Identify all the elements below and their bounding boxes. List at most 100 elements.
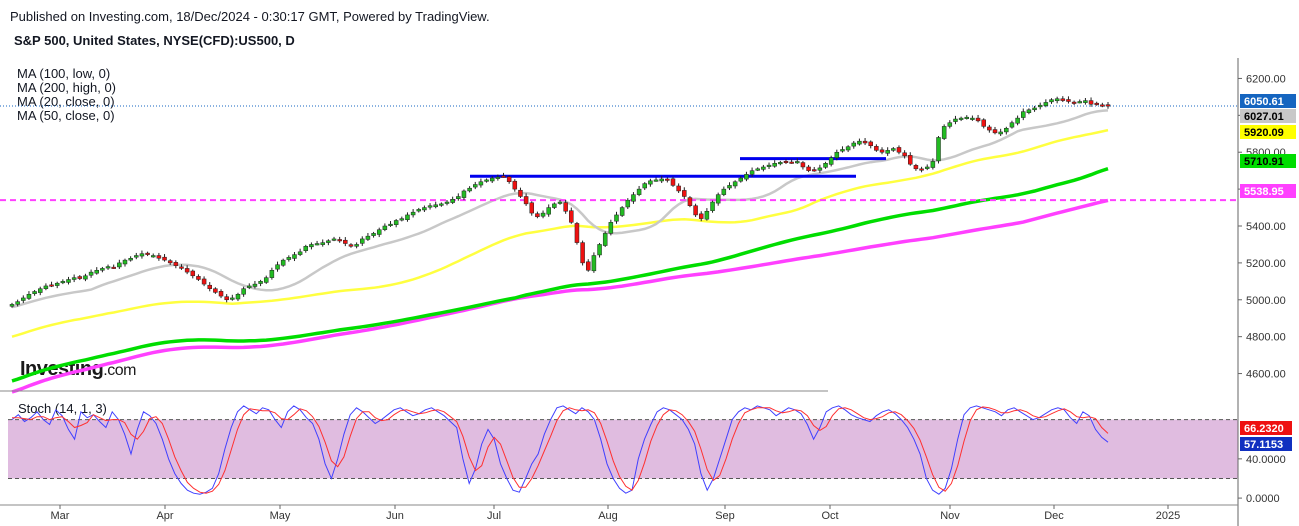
candle-down bbox=[506, 176, 512, 182]
x-tick-label: Aug bbox=[598, 510, 618, 522]
candle-up bbox=[354, 244, 359, 247]
candle-up bbox=[280, 259, 286, 266]
candle-down bbox=[111, 266, 116, 269]
candle-up bbox=[845, 146, 851, 151]
candle-down bbox=[975, 117, 981, 122]
candle-up bbox=[591, 255, 597, 272]
stoch-line bbox=[12, 406, 1109, 494]
candle-down bbox=[156, 255, 162, 259]
candle-up bbox=[297, 251, 303, 255]
price-tag bbox=[1240, 94, 1296, 108]
candle-up bbox=[371, 233, 376, 236]
logo-suffix: .com bbox=[103, 362, 136, 379]
stoch-y-tick-label: 40.0000 bbox=[1246, 454, 1286, 466]
candle-up bbox=[399, 218, 405, 221]
candle-up bbox=[21, 297, 26, 301]
candle-up bbox=[365, 235, 371, 240]
candle-up bbox=[37, 288, 43, 293]
candle-up bbox=[376, 229, 382, 235]
x-tick-label: Jun bbox=[386, 510, 404, 522]
candle-up bbox=[1026, 109, 1032, 114]
candle-up bbox=[326, 240, 331, 243]
candle-up bbox=[597, 244, 602, 256]
x-tick-label: Nov bbox=[940, 510, 960, 522]
stoch-tag bbox=[1240, 421, 1292, 435]
published-notice: Published on Investing.com, 18/Dec/2024 … bbox=[10, 9, 490, 24]
candle-up bbox=[66, 279, 71, 283]
candle-up bbox=[958, 117, 964, 120]
candle-up bbox=[461, 190, 467, 198]
candle-down bbox=[1094, 102, 1099, 105]
price-tag bbox=[1240, 125, 1296, 139]
candle-up bbox=[484, 179, 489, 182]
candle-up bbox=[851, 142, 857, 147]
candle-up bbox=[444, 201, 450, 204]
ma-20-legend: MA (20, close, 0) bbox=[17, 94, 115, 109]
candle-down bbox=[569, 210, 574, 223]
candle-up bbox=[83, 275, 88, 280]
candle-up bbox=[100, 268, 105, 271]
candle-down bbox=[501, 175, 506, 178]
candle-up bbox=[1077, 101, 1083, 104]
candle-up bbox=[924, 166, 930, 169]
stoch-legend: Stoch (14, 1, 3) bbox=[18, 401, 107, 416]
candle-down bbox=[184, 268, 190, 273]
candle-up bbox=[936, 137, 941, 162]
candle-down bbox=[676, 185, 681, 192]
candle-up bbox=[439, 203, 444, 206]
candle-down bbox=[167, 260, 173, 264]
price-tag bbox=[1240, 184, 1296, 198]
candle-up bbox=[15, 301, 20, 305]
ma-legend: MA (100, low, 0) MA (200, high, 0) MA (2… bbox=[17, 67, 116, 123]
candle-up bbox=[467, 187, 472, 192]
candle-up bbox=[857, 140, 862, 145]
candle-up bbox=[721, 188, 727, 195]
candle-up bbox=[456, 196, 461, 199]
candle-up bbox=[495, 176, 501, 179]
candle-down bbox=[1071, 101, 1077, 104]
stoch-tag-label: 66.2320 bbox=[1244, 423, 1284, 435]
candle-up bbox=[54, 282, 60, 286]
candle-down bbox=[981, 119, 986, 127]
candle-up bbox=[636, 188, 642, 195]
stoch-line bbox=[11, 405, 1109, 495]
candle-up bbox=[772, 163, 777, 167]
candle-up bbox=[26, 293, 32, 299]
candle-up bbox=[422, 207, 427, 211]
candle-up bbox=[834, 151, 840, 159]
candle-up bbox=[258, 281, 263, 284]
candle-up bbox=[828, 157, 834, 165]
candle-up bbox=[557, 201, 563, 204]
candle-up bbox=[230, 297, 235, 300]
ma-line bbox=[11, 128, 1109, 338]
x-tick-label: 2025 bbox=[1156, 510, 1180, 522]
candle-up bbox=[885, 150, 890, 154]
candle-up bbox=[105, 266, 111, 269]
candle-up bbox=[998, 131, 1003, 135]
investing-logo: Investing.com bbox=[20, 358, 136, 381]
candle-up bbox=[778, 162, 783, 165]
candle-down bbox=[1088, 100, 1094, 105]
candle-up bbox=[286, 257, 292, 260]
candle-down bbox=[585, 261, 591, 271]
candle-up bbox=[331, 238, 337, 241]
candle-up bbox=[241, 288, 246, 295]
candle-down bbox=[811, 169, 817, 172]
ma-line bbox=[11, 167, 1109, 383]
candle-up bbox=[941, 126, 947, 139]
candle-up bbox=[608, 222, 614, 234]
candle-up bbox=[1015, 117, 1020, 124]
y-tick-label: 4600.00 bbox=[1246, 369, 1286, 381]
candle-down bbox=[913, 165, 919, 170]
candle-up bbox=[1037, 104, 1043, 108]
candle-up bbox=[964, 116, 970, 119]
candle-down bbox=[563, 202, 568, 212]
price-tag bbox=[1240, 109, 1296, 123]
logo-name: Investing bbox=[20, 358, 104, 380]
candle-down bbox=[1105, 104, 1111, 107]
candle-down bbox=[919, 168, 924, 171]
candle-up bbox=[1054, 98, 1060, 102]
candle-down bbox=[879, 149, 885, 153]
y-tick-label: 4800.00 bbox=[1246, 332, 1286, 344]
